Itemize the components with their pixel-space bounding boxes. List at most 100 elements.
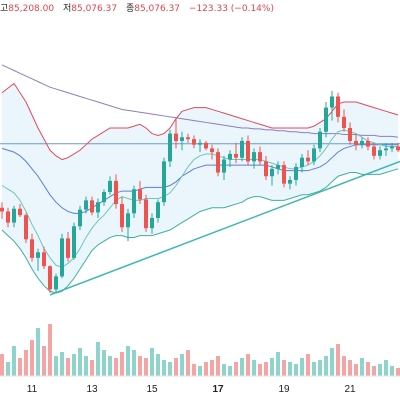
- candle-body: [276, 165, 280, 169]
- volume-bar: [264, 362, 268, 376]
- volume-bar: [186, 350, 190, 376]
- candle-body: [174, 133, 178, 141]
- candle-body: [42, 252, 46, 267]
- volume-bar: [78, 348, 82, 376]
- x-tick-label: 11: [27, 384, 38, 395]
- volume-bar: [150, 348, 154, 376]
- candle-body: [294, 166, 298, 180]
- volume-bar: [240, 358, 244, 376]
- candle-body: [324, 107, 328, 132]
- candle-body: [246, 140, 250, 162]
- volume-bar: [6, 362, 10, 376]
- volume-bar: [102, 350, 106, 376]
- volume-bar: [108, 356, 112, 376]
- volume-bar: [300, 358, 304, 376]
- volume-bar: [228, 366, 232, 376]
- candle-body: [348, 128, 352, 141]
- candle-body: [90, 200, 94, 213]
- candle-body: [198, 142, 202, 145]
- volume-bar: [372, 366, 376, 376]
- volume-bar: [66, 358, 70, 376]
- volume-bar: [48, 324, 52, 376]
- bollinger-band-fill: [2, 83, 398, 294]
- ma-slow-line: [1, 64, 399, 138]
- volume-bar: [126, 346, 130, 376]
- volume-bar: [114, 358, 118, 376]
- candle-body: [210, 148, 214, 153]
- x-axis: 11 13 15 17 19 21: [27, 384, 356, 395]
- volume-bar: [84, 356, 88, 376]
- volume-bar: [252, 360, 256, 376]
- volume-bar: [90, 360, 94, 376]
- close-label: 종: [125, 4, 135, 14]
- volume-bar: [12, 346, 16, 376]
- volume-bar: [360, 358, 364, 376]
- candle-body: [204, 142, 208, 149]
- volume-bars: [0, 324, 400, 376]
- volume-bar: [198, 366, 202, 376]
- candle-body: [96, 202, 100, 213]
- volume-bar: [132, 350, 136, 376]
- candle-body: [18, 208, 22, 216]
- volume-bar: [348, 360, 352, 376]
- candle-body: [282, 165, 286, 184]
- candle-body: [162, 161, 166, 203]
- x-tick-label: 13: [86, 384, 98, 395]
- candles: [0, 90, 400, 294]
- candle-body: [186, 137, 190, 140]
- candle-body: [252, 152, 256, 162]
- candle-body: [6, 211, 10, 223]
- volume-bar: [246, 354, 250, 376]
- volume-bar: [120, 352, 124, 376]
- candle-body: [30, 239, 34, 258]
- candle-body: [114, 180, 118, 205]
- volume-bar: [330, 348, 334, 376]
- volume-bar: [192, 364, 196, 376]
- candle-body: [390, 146, 394, 149]
- volume-bar: [276, 352, 280, 376]
- volume-bar: [0, 354, 4, 376]
- volume-bar: [60, 352, 64, 376]
- candle-body: [0, 207, 4, 212]
- trendline: [49, 160, 400, 296]
- candle-body: [378, 150, 382, 156]
- high-label: 고: [0, 4, 9, 14]
- volume-bar: [318, 360, 322, 376]
- candle-body: [180, 137, 184, 141]
- candle-body: [384, 148, 388, 151]
- candle-body: [306, 157, 310, 162]
- volume-bar: [96, 342, 100, 376]
- volume-bar: [354, 364, 358, 376]
- candle-body: [342, 116, 346, 128]
- candle-body: [372, 146, 376, 156]
- volume-bar: [168, 362, 172, 376]
- volume-bar: [18, 358, 22, 376]
- volume-bar: [138, 356, 142, 376]
- candle-body: [216, 152, 220, 173]
- candle-body: [354, 140, 358, 145]
- volume-bar: [174, 358, 178, 376]
- candle-body: [66, 238, 70, 258]
- volume-bar: [384, 360, 388, 376]
- ohlc-legend: 고85,208.00 저85,076.37 종85,076.37 −123.33…: [0, 3, 274, 15]
- candle-body: [144, 199, 148, 229]
- candle-body: [222, 159, 226, 173]
- volume-bar: [366, 362, 370, 376]
- volume-bar: [54, 356, 58, 376]
- candle-body: [258, 152, 262, 162]
- candle-body: [228, 153, 232, 160]
- candle-body: [72, 226, 76, 258]
- low-label: 저: [62, 4, 72, 14]
- volume-bar: [270, 358, 274, 376]
- candle-body: [12, 208, 16, 223]
- candle-body: [150, 217, 154, 229]
- candle-body: [240, 140, 244, 158]
- candle-body: [336, 96, 340, 117]
- ma-fast-line: [1, 129, 398, 268]
- volume-bar: [324, 356, 328, 376]
- candle-body: [300, 157, 304, 167]
- candle-body: [48, 266, 52, 290]
- candle-body: [84, 200, 88, 210]
- volume-bar: [294, 364, 298, 376]
